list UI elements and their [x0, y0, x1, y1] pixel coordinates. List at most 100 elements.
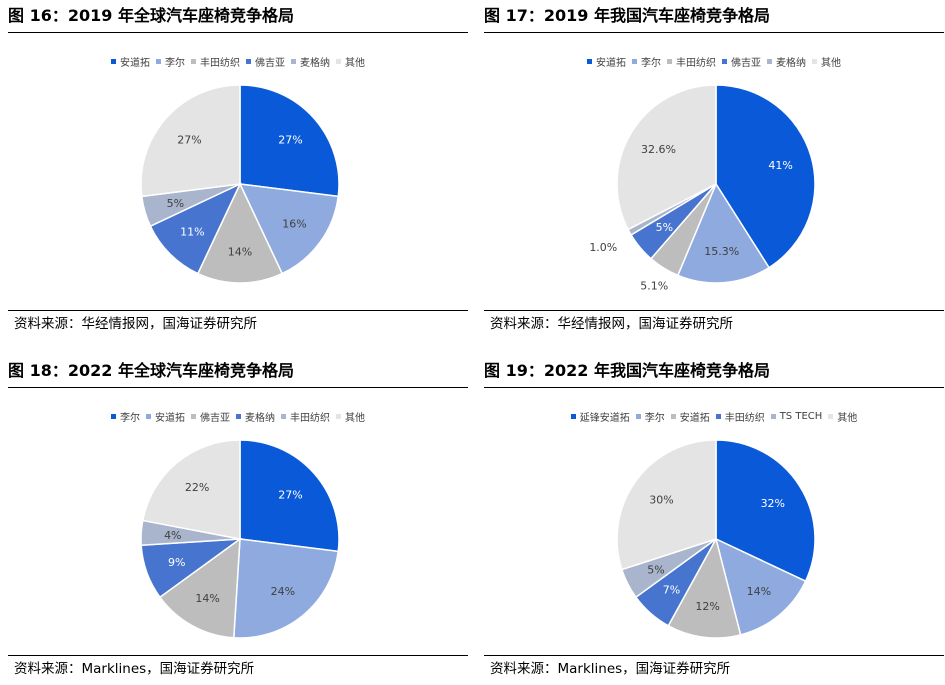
chart-panel-2: 图 17：2019 年我国汽车座椅竞争格局 安道拓 李尔 丰田纺织 佛吉亚 麦格纳 其他 … — [484, 2, 944, 342]
pie-slice — [715, 439, 816, 583]
legend-swatch — [146, 414, 151, 419]
legend-label: 佛吉亚 — [731, 58, 761, 69]
data-label: 27% — [278, 489, 302, 502]
pie-slice — [232, 538, 340, 639]
pie-slice — [676, 182, 771, 284]
chart-legend: 安道拓 李尔 丰田纺织 佛吉亚 麦格纳 其他 — [8, 54, 468, 69]
legend-item: 丰田纺织 — [667, 54, 716, 69]
data-label: 16% — [282, 218, 306, 231]
pie-slice — [238, 183, 340, 275]
legend-item: 安道拓 — [670, 409, 710, 424]
data-label: 32.6% — [641, 143, 676, 156]
pie-slice — [239, 84, 340, 198]
legend-item: 李尔 — [635, 409, 665, 424]
legend-swatch — [281, 414, 286, 419]
chart-panel-3: 图 18：2022 年全球汽车座椅竞争格局 李尔 安道拓 佛吉亚 麦格纳 丰田纺织 其他 … — [8, 357, 468, 685]
legend-label: 李尔 — [165, 58, 185, 69]
data-label: 1.0% — [589, 241, 617, 254]
legend-label: 其他 — [821, 58, 841, 69]
pie-chart: 32% 14% 12% 7% 5% 30% — [616, 439, 816, 639]
chart-title: 图 18：2022 年全球汽车座椅竞争格局 — [8, 357, 468, 388]
legend-swatch — [336, 414, 341, 419]
legend-swatch — [570, 414, 576, 419]
legend-label: 丰田纺织 — [200, 58, 240, 69]
legend-swatch — [635, 414, 641, 419]
legend-item: 佛吉亚 — [191, 409, 230, 424]
chart-legend: 李尔 安道拓 佛吉亚 麦格纳 丰田纺织 其他 — [8, 409, 468, 424]
data-label: 5.1% — [640, 279, 668, 292]
legend-item: 丰田纺织 — [281, 409, 330, 424]
chart-title-text: 图 17：2019 年我国汽车座椅竞争格局 — [484, 6, 770, 25]
legend-swatch — [111, 59, 116, 64]
legend-swatch — [667, 59, 672, 64]
legend-label: 李尔 — [641, 58, 661, 69]
data-label: 30% — [649, 493, 673, 506]
pie-chart: 27% 24% 14% 9% 4% 22% — [140, 439, 340, 639]
pie-slice — [196, 182, 284, 284]
data-label: 4% — [164, 529, 181, 542]
chart-title-text: 图 18：2022 年全球汽车座椅竞争格局 — [8, 361, 294, 380]
legend-swatch — [291, 59, 296, 64]
legend-label: 其他 — [345, 58, 365, 69]
legend-swatch — [587, 59, 592, 64]
legend-label: 麦格纳 — [245, 413, 275, 424]
data-label: 9% — [168, 556, 185, 569]
data-label: 32% — [761, 497, 785, 510]
legend-item: 丰田纺织 — [191, 54, 240, 69]
legend-item: 其他 — [812, 54, 841, 69]
legend-item: 安道拓 — [111, 54, 150, 69]
legend-label: 安道拓 — [155, 413, 185, 424]
chart-title: 图 16：2019 年全球汽车座椅竞争格局 — [8, 2, 468, 33]
legend-label: 其他 — [345, 413, 365, 424]
pie-slice — [149, 182, 242, 275]
legend-label: 安道拓 — [120, 58, 150, 69]
data-label: 41% — [768, 159, 792, 172]
chart-legend: 延锋安道拓 李尔 安道拓 丰田纺织 TS TECH 其他 — [484, 409, 944, 424]
pie-chart: 41% 15.3% 5.1% 5% 1.0% 32.6% — [589, 84, 816, 292]
legend-label: 延锋安道拓 — [579, 413, 630, 424]
chart-panel-1: 图 16：2019 年全球汽车座椅竞争格局 安道拓 李尔 丰田纺织 佛吉亚 麦格纳 其他 … — [8, 2, 468, 342]
legend-item: 其他 — [828, 409, 857, 424]
legend-swatch — [632, 59, 637, 64]
chart-title-text: 图 19：2022 年我国汽车座椅竞争格局 — [484, 361, 770, 380]
legend-swatch — [770, 414, 776, 419]
legend-swatch — [191, 59, 196, 64]
legend-swatch — [111, 414, 116, 419]
legend-label: TS TECH — [779, 411, 823, 422]
legend-label: 佛吉亚 — [200, 413, 230, 424]
pie-slice — [616, 439, 717, 571]
data-label: 12% — [695, 600, 719, 613]
legend-item: 佛吉亚 — [246, 54, 285, 69]
legend-item: 李尔 — [632, 54, 661, 69]
legend-item: 安道拓 — [587, 54, 626, 69]
data-label: 7% — [663, 584, 680, 597]
chart-title: 图 17：2019 年我国汽车座椅竞争格局 — [484, 2, 944, 33]
legend-swatch — [828, 414, 834, 419]
legend-item: 其他 — [336, 54, 365, 69]
legend-swatch — [767, 59, 772, 64]
legend-swatch — [722, 59, 727, 64]
pie-slice — [667, 536, 742, 639]
legend-label: 麦格纳 — [300, 58, 330, 69]
data-label: 27% — [177, 134, 201, 147]
data-label: 11% — [180, 226, 204, 239]
chart-title: 图 19：2022 年我国汽车座椅竞争格局 — [484, 357, 944, 388]
legend-swatch — [812, 59, 817, 64]
legend-item: 麦格纳 — [291, 54, 330, 69]
legend-label: 安道拓 — [679, 413, 710, 424]
chart-legend: 安道拓 李尔 丰田纺织 佛吉亚 麦格纳 其他 — [484, 54, 944, 69]
pie-slice — [158, 537, 241, 639]
legend-item: 其他 — [336, 409, 365, 424]
legend-swatch — [336, 59, 341, 64]
legend-label: 丰田纺织 — [724, 413, 765, 424]
source-note: 资料来源：华经情报网，国海证券研究所 — [484, 310, 944, 337]
legend-item: 安道拓 — [146, 409, 185, 424]
data-label: 22% — [185, 481, 209, 494]
legend-label: 其他 — [837, 413, 858, 424]
legend-label: 佛吉亚 — [255, 58, 285, 69]
legend-item: 佛吉亚 — [722, 54, 761, 69]
pie-chart: 27% 16% 14% 11% 5% 27% — [140, 84, 340, 284]
data-label: 14% — [228, 245, 252, 258]
pie-slice — [239, 439, 340, 553]
data-label: 24% — [271, 585, 295, 598]
